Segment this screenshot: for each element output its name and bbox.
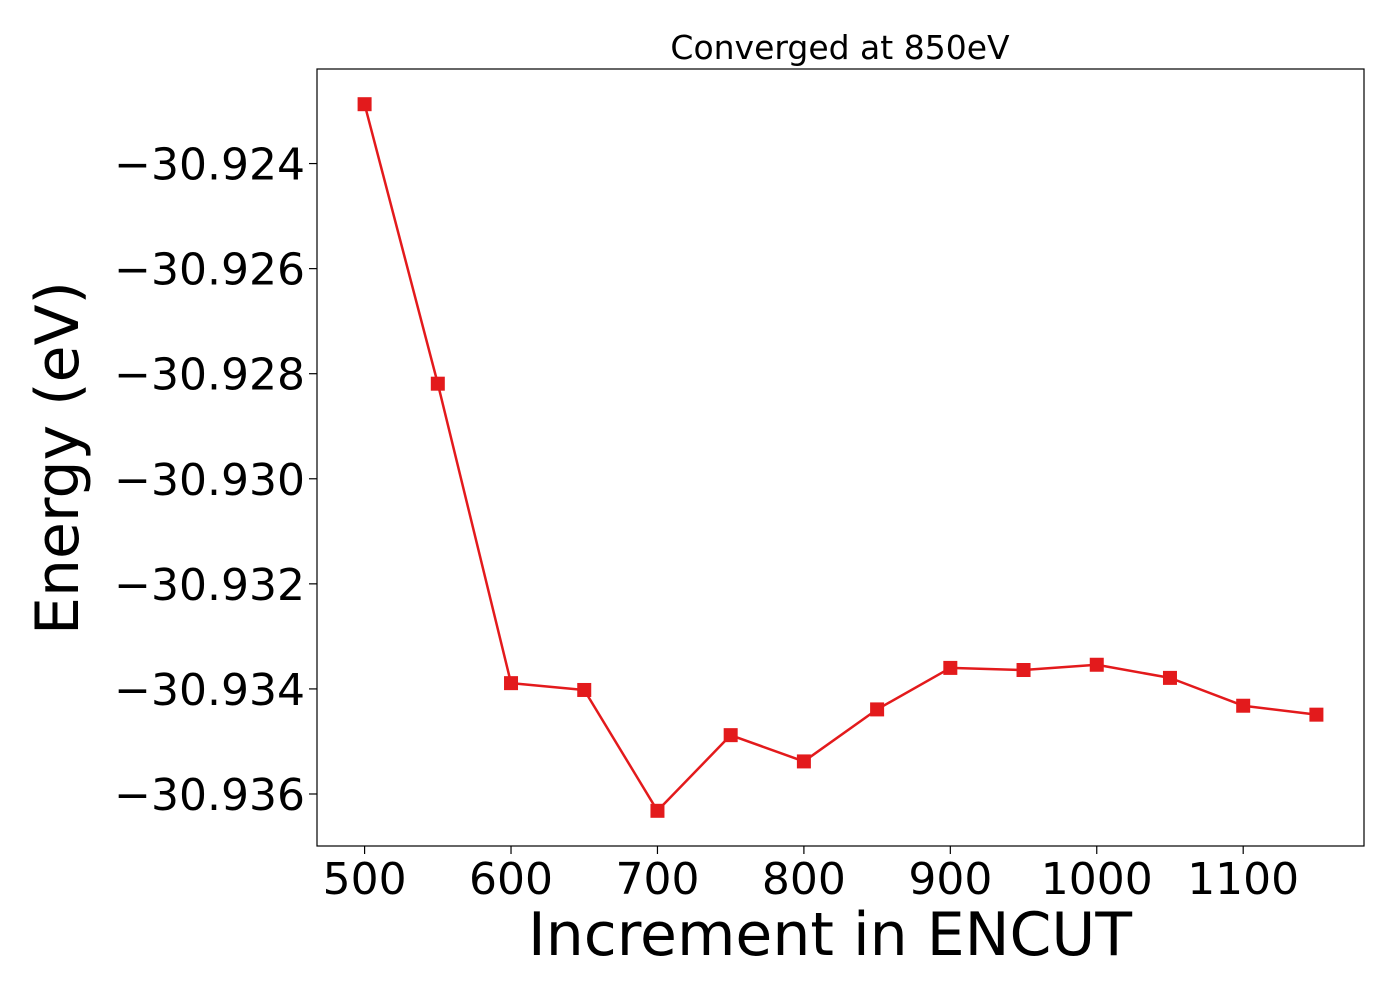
y-tick-label: −30.934 <box>114 665 305 716</box>
data-point-marker <box>650 803 665 818</box>
data-point-marker <box>577 682 592 697</box>
data-point-marker <box>870 702 885 717</box>
data-point-marker <box>1016 663 1031 678</box>
series-line <box>363 103 1317 813</box>
data-point-marker <box>796 754 811 769</box>
data-point-marker <box>1162 670 1177 685</box>
x-tick-label: 1100 <box>1187 854 1299 905</box>
data-point-marker <box>357 97 372 112</box>
y-tick-label: −30.936 <box>114 770 305 821</box>
x-tick-label: 700 <box>615 854 699 905</box>
y-axis-ticks: −30.924 −30.926 −30.928 −30.930 −30.932 −30.9… <box>114 140 317 821</box>
data-point-marker <box>504 676 519 691</box>
x-tick-label: 1000 <box>1041 854 1153 905</box>
data-point-marker <box>1089 657 1104 672</box>
x-tick-label: 500 <box>323 854 407 905</box>
y-tick-label: −30.932 <box>114 560 305 611</box>
chart-title: Converged at 850eV <box>670 28 1010 67</box>
x-tick-label: 900 <box>908 854 992 905</box>
y-axis-title: Energy (eV) <box>23 281 93 635</box>
x-axis-ticks: 500 600 700 800 900 1000 1100 <box>323 846 1299 905</box>
plot-area-frame <box>316 68 1365 847</box>
data-point-marker <box>1309 707 1324 722</box>
y-tick-label: −30.924 <box>114 140 305 191</box>
series-layer <box>357 97 1324 818</box>
x-tick-label: 800 <box>762 854 846 905</box>
y-tick-label: −30.926 <box>114 245 305 296</box>
data-point-marker <box>723 728 738 743</box>
data-point-marker <box>943 660 958 675</box>
data-point-marker <box>430 376 445 391</box>
y-tick-label: −30.930 <box>114 455 305 506</box>
data-point-marker <box>1236 698 1251 713</box>
x-tick-label: 600 <box>469 854 553 905</box>
y-tick-label: −30.928 <box>114 350 305 401</box>
x-axis-title: Increment in ENCUT <box>528 900 1132 970</box>
